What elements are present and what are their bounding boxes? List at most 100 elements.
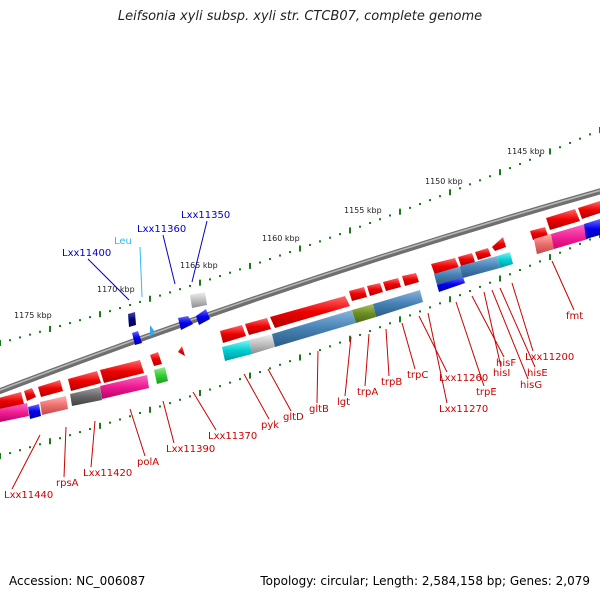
scale-tick — [349, 227, 351, 234]
scale-tick — [319, 349, 321, 352]
kbp-label: 1160 kbp — [262, 234, 300, 243]
gene-label-trpB[interactable]: trpB — [381, 377, 402, 388]
scale-tick — [389, 322, 391, 325]
gene-label-trpE[interactable]: trpE — [476, 387, 497, 398]
scale-tick — [529, 264, 531, 267]
scale-tick — [509, 167, 511, 170]
scale-tick — [289, 360, 291, 363]
scale-tick — [529, 158, 531, 161]
gene-label-Lxx11360[interactable]: Lxx11360 — [137, 224, 186, 235]
scale-tick — [299, 354, 301, 361]
scale-tick — [0, 453, 1, 459]
scale-tick — [549, 254, 551, 261]
map-title: Leifsonia xyli subsp. xyli str. CTCB07, … — [117, 9, 483, 24]
scale-tick — [459, 294, 461, 297]
gene-label-fmt[interactable]: fmt — [566, 311, 583, 322]
gene-Lxx11400b — [132, 331, 142, 345]
scale-tick — [59, 437, 61, 440]
scale-tick — [229, 271, 231, 274]
scale-tick — [19, 449, 21, 452]
gene-label-hisE[interactable]: hisE — [527, 368, 548, 379]
leader-line — [63, 426, 67, 478]
gene-label-rpsA[interactable]: rpsA — [56, 478, 79, 489]
gene-label-Lxx11350[interactable]: Lxx11350 — [181, 210, 230, 221]
scale-tick — [469, 183, 471, 186]
leader-line — [471, 295, 505, 358]
gene-label-pyk[interactable]: pyk — [261, 420, 279, 431]
scale-tick — [29, 446, 31, 449]
gene-label-gltD[interactable]: gltD — [283, 412, 304, 423]
scale-tick — [519, 162, 521, 165]
scale-tick — [569, 141, 571, 144]
leader-line — [455, 301, 485, 387]
gene-label-Lxx11390[interactable]: Lxx11390 — [166, 444, 215, 455]
scale-tick — [9, 452, 11, 455]
scale-tick — [199, 279, 201, 286]
gene-Lxx11360 — [196, 309, 210, 325]
gene-label-hisF[interactable]: hisF — [496, 358, 516, 369]
leader-line — [385, 328, 390, 377]
scale-tick — [439, 302, 441, 305]
scale-tick — [159, 294, 161, 297]
scale-tick — [259, 261, 261, 264]
gene-label-trpC[interactable]: trpC — [407, 370, 428, 381]
scale-tick — [99, 311, 101, 318]
gene-label-Lxx11260[interactable]: Lxx11260 — [439, 373, 488, 384]
gene-label-lgt[interactable]: lgt — [337, 397, 350, 408]
scale-tick — [39, 330, 41, 333]
scale-tick — [39, 443, 41, 446]
gene-label-Leu[interactable]: Leu — [114, 236, 132, 247]
scale-tick — [359, 225, 361, 228]
scale-tick — [209, 388, 211, 391]
scale-tick — [19, 336, 21, 339]
gene-Lxx11400 — [128, 312, 136, 327]
scale-tick — [449, 189, 451, 196]
scale-tick — [139, 412, 141, 415]
leader-line — [162, 400, 175, 444]
scale-tick — [349, 335, 351, 342]
scale-tick — [479, 285, 481, 288]
gene-label-trpA[interactable]: trpA — [357, 387, 378, 398]
leader-line — [364, 333, 370, 387]
scale-tick — [319, 240, 321, 243]
scale-tick — [189, 395, 191, 398]
leader-line — [87, 258, 130, 301]
gene-Lxx11380 — [178, 346, 185, 356]
scale-tick — [269, 367, 271, 370]
leader-line — [401, 322, 416, 370]
gene-label-hisI[interactable]: hisI — [493, 368, 510, 379]
gene-label-gltB[interactable]: gltB — [309, 404, 329, 415]
gene-label-Lxx11420[interactable]: Lxx11420 — [83, 468, 132, 479]
gene-label-Lxx11370[interactable]: Lxx11370 — [208, 431, 257, 442]
scale-tick — [419, 310, 421, 313]
gene-label-Lxx11200[interactable]: Lxx11200 — [525, 352, 574, 363]
scale-tick — [79, 431, 81, 434]
scale-tick — [589, 133, 591, 136]
scale-tick — [359, 333, 361, 336]
leader-line — [191, 220, 208, 283]
leader-line — [243, 373, 270, 420]
leader-line — [162, 234, 176, 285]
scale-tick — [259, 371, 261, 374]
scale-tick — [119, 307, 121, 310]
scale-tick — [59, 325, 61, 328]
scale-tick — [49, 325, 51, 332]
gene-label-Lxx11270[interactable]: Lxx11270 — [439, 404, 488, 415]
scale-tick — [379, 218, 381, 221]
gene-label-Lxx11400[interactable]: Lxx11400 — [62, 248, 111, 259]
scale-tick — [179, 288, 181, 291]
scale-tick — [179, 398, 181, 401]
scale-tick — [459, 187, 461, 190]
scale-tick — [499, 169, 501, 176]
scale-tick — [539, 260, 541, 263]
scale-tick — [479, 179, 481, 182]
gene-label-hisG[interactable]: hisG — [520, 380, 542, 391]
scale-tick — [449, 296, 451, 303]
gene-label-Lxx11440[interactable]: Lxx11440 — [4, 490, 53, 501]
leader-line — [139, 246, 143, 298]
reverse-strand-features — [128, 292, 210, 366]
scale-tick — [429, 199, 431, 202]
gene-label-polA[interactable]: polA — [137, 457, 159, 468]
gene-Leu-tRNA — [150, 325, 155, 337]
